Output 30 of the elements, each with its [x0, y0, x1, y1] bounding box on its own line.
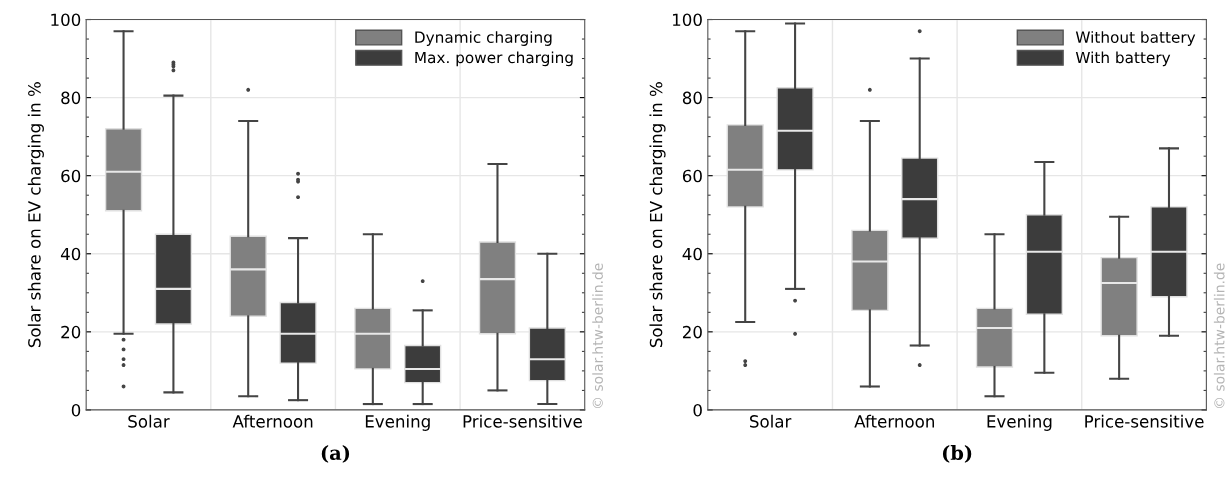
- legend-label: Max. power charging: [415, 51, 573, 67]
- x-tick-label: Price-sensitive: [1085, 414, 1204, 428]
- y-axis-title: Solar share on EV charging in %: [649, 82, 666, 348]
- y-tick-label: 100: [672, 13, 702, 27]
- legend-label: With battery: [1075, 51, 1171, 67]
- x-tick-label: Evening: [987, 414, 1052, 431]
- y-tick-label: 60: [682, 169, 702, 183]
- y-tick-label: 80: [682, 91, 702, 105]
- y-axis-title: Solar share on EV charging in %: [27, 82, 44, 348]
- legend-label: Without battery: [1075, 31, 1196, 46]
- x-tick-label: Afternoon: [232, 414, 313, 428]
- y-tick-label: 0: [71, 403, 81, 417]
- x-tick-label: Afternoon: [854, 414, 934, 428]
- y-tick-label: 0: [693, 403, 702, 417]
- y-tick-label: 40: [682, 247, 702, 261]
- x-tick-label: Evening: [365, 414, 430, 431]
- y-tick-label: 20: [682, 325, 702, 339]
- text: (b): [942, 445, 972, 463]
- legend-label: Dynamic charging: [415, 31, 552, 46]
- x-tick-label: Solar: [128, 414, 170, 428]
- text: © solar.htw-berlin.de: [592, 263, 603, 408]
- y-tick-label: 40: [60, 247, 81, 261]
- y-tick-label: 100: [51, 13, 81, 27]
- y-tick-label: 80: [61, 91, 81, 105]
- text: © solar.htw-berlin.de: [1213, 263, 1225, 408]
- x-tick-label: Price-sensitive: [463, 414, 582, 428]
- x-tick-label: Solar: [750, 414, 792, 428]
- text: (a): [321, 445, 350, 463]
- y-tick-label: 20: [61, 325, 81, 339]
- y-tick-label: 60: [61, 169, 81, 183]
